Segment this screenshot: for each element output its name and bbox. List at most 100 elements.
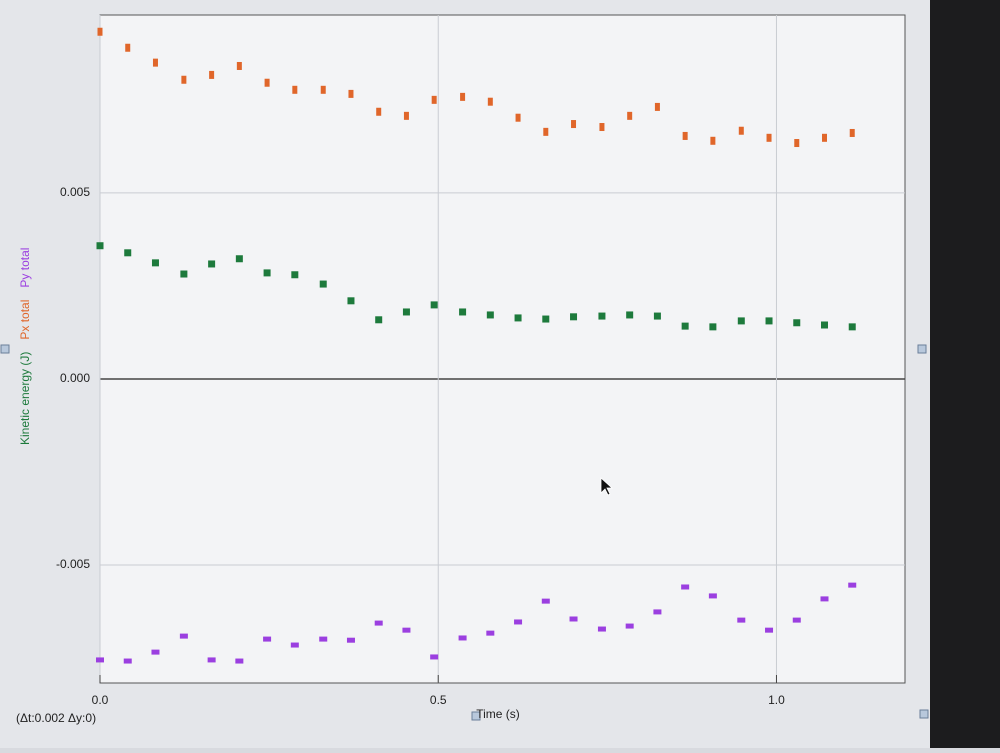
- data-point: [292, 85, 298, 94]
- data-point: [708, 593, 717, 599]
- data-point: [459, 308, 467, 316]
- data-point: [152, 58, 158, 67]
- resize-handle[interactable]: [471, 711, 481, 721]
- data-point: [822, 133, 827, 142]
- data-point: [208, 260, 216, 268]
- data-point: [794, 139, 800, 148]
- data-point: [542, 315, 550, 323]
- data-point: [597, 626, 606, 632]
- data-point: [765, 627, 774, 633]
- data-point: [209, 70, 215, 79]
- data-point: [626, 311, 634, 319]
- data-point: [599, 123, 605, 132]
- resize-handle[interactable]: [917, 344, 927, 354]
- data-point: [571, 120, 577, 129]
- data-point: [151, 259, 159, 267]
- data-point: [514, 619, 523, 625]
- data-point: [487, 97, 493, 106]
- data-point: [264, 78, 270, 87]
- data-point: [375, 316, 383, 324]
- data-point: [376, 107, 382, 116]
- data-point: [654, 102, 660, 111]
- data-point: [235, 255, 243, 263]
- data-point: [263, 269, 271, 277]
- y-tick-label: 0.005: [60, 185, 90, 199]
- data-point: [541, 598, 550, 604]
- status-text: (Δt:0.002 Δy:0): [16, 711, 96, 725]
- data-point: [235, 658, 244, 664]
- data-point: [598, 312, 606, 320]
- data-point: [319, 280, 327, 288]
- plot-area: [99, 14, 906, 684]
- data-point: [431, 95, 437, 104]
- data-point: [625, 623, 634, 629]
- x-tick-label: 0.5: [430, 693, 447, 707]
- data-point: [486, 630, 495, 636]
- data-point: [514, 314, 522, 322]
- data-point: [627, 111, 633, 120]
- data-point: [793, 319, 801, 327]
- data-point: [207, 657, 216, 663]
- mouse-cursor: [600, 477, 614, 496]
- data-point: [430, 301, 438, 309]
- data-point: [319, 636, 328, 642]
- data-point: [125, 43, 131, 52]
- data-point: [570, 313, 578, 321]
- data-point: [681, 322, 689, 330]
- data-point: [374, 620, 383, 626]
- data-point: [347, 297, 355, 305]
- data-point: [96, 657, 104, 663]
- data-point: [179, 633, 188, 639]
- y-tick-label: -0.005: [56, 557, 90, 571]
- x-axis-label: Time (s): [476, 707, 520, 721]
- data-point: [346, 637, 355, 643]
- data-point: [848, 323, 856, 331]
- data-point: [848, 582, 857, 588]
- data-point: [792, 617, 801, 623]
- screen-bezel: [930, 0, 1000, 748]
- data-point: [180, 270, 188, 278]
- data-point: [486, 311, 494, 319]
- data-point: [403, 111, 409, 120]
- data-point: [97, 27, 103, 36]
- y-tick-label: 0.000: [60, 371, 90, 385]
- x-tick-label: 0.0: [92, 693, 109, 707]
- data-point: [681, 584, 690, 590]
- resize-handle[interactable]: [919, 709, 929, 719]
- data-point: [682, 131, 688, 140]
- data-point: [737, 317, 745, 325]
- data-point: [124, 249, 132, 257]
- data-point: [402, 308, 410, 316]
- data-point: [430, 654, 439, 660]
- legend-entry: Py total: [18, 248, 32, 288]
- data-point: [821, 321, 828, 329]
- data-point: [709, 323, 717, 331]
- data-point: [320, 85, 326, 94]
- data-point: [653, 609, 662, 615]
- data-point: [348, 89, 354, 98]
- data-point: [569, 616, 578, 622]
- x-tick-label: 1.0: [768, 693, 785, 707]
- data-point: [849, 128, 855, 137]
- data-point: [123, 658, 132, 664]
- data-point: [458, 635, 467, 641]
- data-point: [181, 75, 187, 84]
- data-point: [765, 317, 773, 325]
- data-point: [738, 126, 744, 135]
- legend-entry: Px total: [18, 300, 32, 340]
- data-point: [402, 627, 411, 633]
- data-point: [515, 113, 521, 122]
- resize-handle[interactable]: [0, 344, 10, 354]
- data-point: [460, 92, 466, 101]
- legend-entry: Kinetic energy (J): [18, 352, 32, 445]
- data-point: [737, 617, 746, 623]
- data-point: [291, 271, 299, 279]
- data-point: [766, 133, 772, 142]
- data-point: [236, 61, 242, 70]
- data-point: [263, 636, 272, 642]
- data-point: [710, 136, 716, 145]
- data-point: [151, 649, 160, 655]
- data-point: [820, 596, 829, 602]
